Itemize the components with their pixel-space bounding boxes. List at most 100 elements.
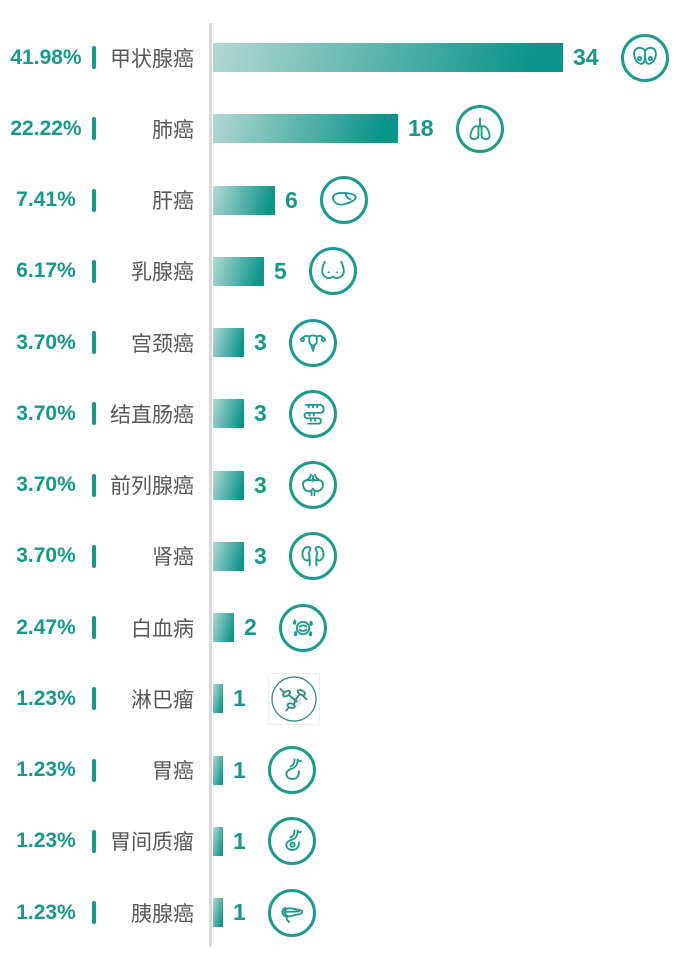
category-label: 肾癌 — [152, 546, 194, 570]
lungs-icon — [455, 104, 504, 153]
bar — [213, 470, 244, 500]
bar-area: 2 — [213, 603, 327, 652]
separator-tick — [92, 687, 96, 711]
separator-tick — [92, 473, 96, 497]
chart-row-8: 3.70% 肾癌 3 — [0, 521, 679, 592]
value-label: 3 — [254, 400, 267, 427]
bar-area: 3 — [213, 461, 337, 510]
category-label: 胃间质瘤 — [110, 831, 194, 855]
value-label: 1 — [233, 827, 246, 854]
category-label: 胰腺癌 — [131, 902, 194, 926]
value-label: 3 — [254, 542, 267, 569]
separator-tick — [92, 331, 96, 355]
chart-row-5: 3.70% 宫颈癌 3 — [0, 307, 679, 378]
separator-tick — [92, 46, 96, 70]
category-label: 前列腺癌 — [110, 475, 194, 499]
value-label: 34 — [573, 44, 599, 71]
value-label: 3 — [254, 471, 267, 498]
bar — [213, 399, 244, 429]
bar — [213, 755, 223, 785]
chart-row-4: 6.17% 乳腺癌 5 — [0, 236, 679, 307]
bar-area: 18 — [213, 104, 504, 153]
bar — [213, 613, 234, 643]
intestine-icon — [288, 389, 337, 438]
bar — [213, 185, 275, 215]
value-label: 3 — [254, 329, 267, 356]
bar — [213, 826, 223, 856]
chart-row-10: 1.23% 淋巴瘤 1 — [0, 663, 679, 734]
bar-area: 6 — [213, 176, 368, 225]
leukemia-icon — [278, 603, 327, 652]
bar — [213, 114, 398, 144]
percent-label: 1.23% — [16, 686, 76, 710]
percent-label: 3.70% — [16, 544, 76, 568]
value-label: 2 — [244, 614, 257, 641]
bar-area: 1 — [213, 746, 316, 795]
chart-row-9: 2.47% 白血病 2 — [0, 592, 679, 663]
bar-area: 5 — [213, 247, 357, 296]
chart-row-11: 1.23% 胃癌 1 — [0, 735, 679, 806]
value-label: 1 — [233, 685, 246, 712]
percent-label: 1.23% — [16, 900, 76, 924]
chart-row-7: 3.70% 前列腺癌 3 — [0, 450, 679, 521]
bar — [213, 684, 223, 714]
value-label: 5 — [274, 257, 287, 284]
percent-label: 3.70% — [16, 473, 76, 497]
percent-label: 3.70% — [16, 330, 76, 354]
bar — [213, 898, 223, 928]
separator-tick — [92, 829, 96, 853]
bar-area: 3 — [213, 318, 337, 367]
separator-tick — [92, 402, 96, 426]
bar-area: 3 — [213, 532, 337, 581]
separator-tick — [92, 758, 96, 782]
bar — [213, 43, 563, 73]
kidney-icon — [288, 532, 337, 581]
chart-row-2: 22.22% 肺癌 18 — [0, 93, 679, 164]
bar-area: 1 — [213, 817, 316, 866]
category-label: 肺癌 — [152, 118, 194, 142]
separator-tick — [92, 188, 96, 212]
axis-baseline — [209, 23, 212, 947]
chart-row-3: 7.41% 肝癌 6 — [0, 165, 679, 236]
bar-area: 34 — [213, 33, 669, 82]
percent-label: 41.98% — [10, 45, 82, 69]
stomach-icon — [267, 746, 316, 795]
separator-tick — [92, 544, 96, 568]
thyroid-icon — [620, 33, 669, 82]
bar-area: 1 — [213, 672, 320, 725]
category-label: 淋巴瘤 — [131, 688, 194, 712]
percent-label: 1.23% — [16, 829, 76, 853]
value-label: 1 — [233, 899, 246, 926]
prostate-icon — [288, 461, 337, 510]
chart-row-6: 3.70% 结直肠癌 3 — [0, 378, 679, 449]
value-label: 18 — [408, 115, 434, 142]
liver-icon — [319, 176, 368, 225]
percent-label: 6.17% — [16, 259, 76, 283]
percent-label: 3.70% — [16, 401, 76, 425]
chart-row-12: 1.23% 胃间质瘤 1 — [0, 806, 679, 877]
category-label: 胃癌 — [152, 760, 194, 784]
category-label: 结直肠癌 — [110, 403, 194, 427]
percent-label: 2.47% — [16, 615, 76, 639]
value-label: 1 — [233, 756, 246, 783]
separator-tick — [92, 117, 96, 141]
chart-row-1: 41.98% 甲状腺癌 34 — [0, 22, 679, 93]
percent-label: 22.22% — [10, 116, 82, 140]
chart-row-13: 1.23% 胰腺癌 1 — [0, 877, 679, 948]
category-label: 宫颈癌 — [131, 332, 194, 356]
value-label: 6 — [285, 186, 298, 213]
percent-label: 1.23% — [16, 758, 76, 782]
category-label: 肝癌 — [152, 190, 194, 214]
chart-rows: 41.98% 甲状腺癌 34 22.22% 肺癌 18 7.41% 肝癌 6 — [0, 22, 679, 948]
category-label: 乳腺癌 — [131, 261, 194, 285]
separator-tick — [92, 616, 96, 640]
bar-area: 1 — [213, 888, 316, 937]
breast-icon — [308, 247, 357, 296]
lymphoma-icon — [267, 672, 320, 725]
separator-tick — [92, 901, 96, 925]
bar-area: 3 — [213, 389, 337, 438]
uterus-icon — [288, 318, 337, 367]
gist-icon — [267, 817, 316, 866]
bar — [213, 256, 264, 286]
category-label: 甲状腺癌 — [110, 47, 194, 71]
